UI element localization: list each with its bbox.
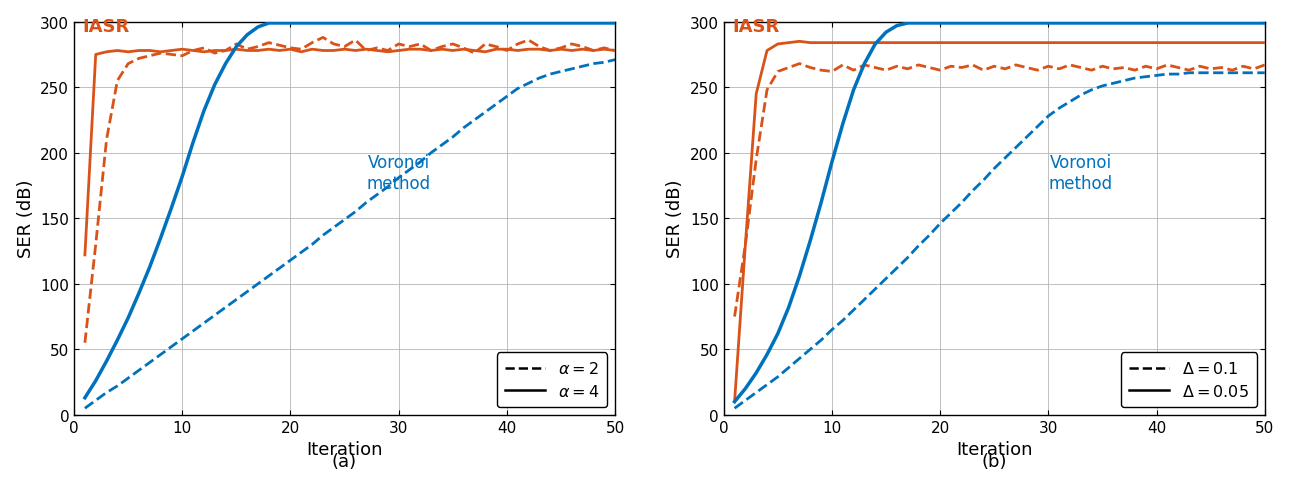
X-axis label: Iteration: Iteration [955,440,1033,458]
Text: Voronoi
method: Voronoi method [367,153,431,192]
Y-axis label: SER (dB): SER (dB) [17,180,35,258]
Text: IASR: IASR [83,18,130,36]
Text: IASR: IASR [732,18,780,36]
Legend: $\alpha = 2$, $\alpha = 4$: $\alpha = 2$, $\alpha = 4$ [497,353,607,407]
Y-axis label: SER (dB): SER (dB) [666,180,684,258]
Legend: $\Delta = 0.1$, $\Delta = 0.05$: $\Delta = 0.1$, $\Delta = 0.05$ [1122,353,1256,407]
Text: (b): (b) [981,452,1007,470]
X-axis label: Iteration: Iteration [306,440,383,458]
Text: (a): (a) [332,452,358,470]
Text: Voronoi
method: Voronoi method [1048,153,1113,192]
